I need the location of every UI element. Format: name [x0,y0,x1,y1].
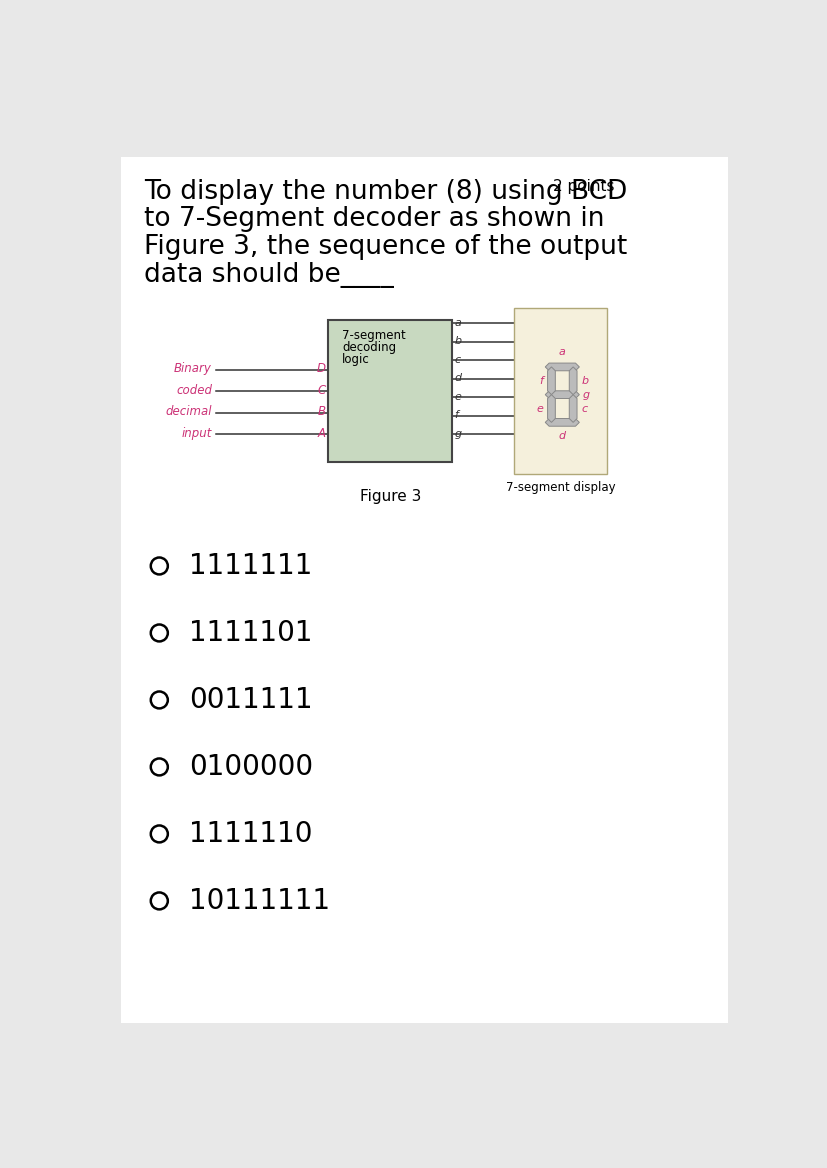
Text: to 7-Segment decoder as shown in: to 7-Segment decoder as shown in [144,207,604,232]
Text: f: f [454,410,458,420]
Text: data should be____: data should be____ [144,262,393,287]
Text: 7-segment: 7-segment [342,329,405,342]
Polygon shape [547,395,555,423]
Polygon shape [545,363,579,370]
Text: 10111111: 10111111 [189,887,329,915]
Text: To display the number (8) using BCD: To display the number (8) using BCD [144,179,626,204]
Text: D: D [317,362,326,375]
Text: logic: logic [342,354,370,367]
Text: b: b [454,336,461,346]
Text: 1111101: 1111101 [189,619,312,647]
Text: c: c [581,403,587,413]
Text: g: g [454,429,461,438]
Polygon shape [545,391,579,398]
Text: e: e [535,403,543,413]
Text: d: d [454,373,461,383]
Text: 2 points: 2 points [552,179,614,194]
Text: 0100000: 0100000 [189,753,313,781]
Text: 7-segment display: 7-segment display [505,481,614,494]
Text: f: f [538,376,543,385]
Text: coded: coded [176,384,212,397]
Text: 1111110: 1111110 [189,820,312,848]
Text: input: input [181,427,212,440]
Text: C: C [318,384,326,397]
Polygon shape [569,395,576,423]
Text: B: B [318,405,326,418]
Text: g: g [581,390,589,399]
Text: Figure 3: Figure 3 [359,489,420,503]
Bar [514,308,606,473]
Text: decoding: decoding [342,341,396,354]
Text: c: c [454,355,460,364]
Text: Binary: Binary [174,362,212,375]
Text: e: e [454,391,461,402]
Text: Figure 3, the sequence of the output: Figure 3, the sequence of the output [144,234,626,260]
Polygon shape [569,367,576,395]
Text: 1111111: 1111111 [189,552,312,580]
Text: 0011111: 0011111 [189,686,312,714]
Bar [327,320,452,463]
Text: d: d [558,431,565,440]
Text: A: A [318,427,326,440]
Text: decimal: decimal [165,405,212,418]
Polygon shape [547,367,555,395]
Text: b: b [581,376,588,385]
Polygon shape [545,418,579,426]
Text: a: a [454,318,461,328]
Text: a: a [558,347,565,357]
